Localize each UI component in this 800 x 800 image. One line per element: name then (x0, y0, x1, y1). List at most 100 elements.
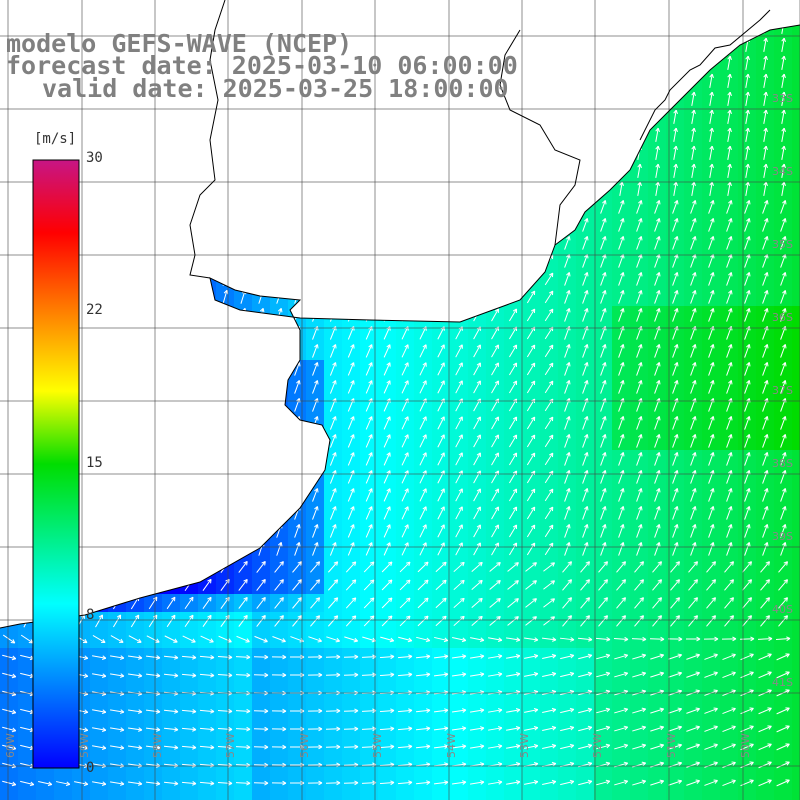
wind-cell (486, 792, 504, 800)
lon-label: 55W (371, 733, 384, 758)
wind-cell (792, 288, 800, 306)
lon-label: 60W (4, 733, 17, 758)
wind-cell (792, 90, 800, 108)
wind-cell (792, 198, 800, 216)
wind-cell (792, 720, 800, 738)
colorbar-tick-22: 22 (86, 302, 103, 318)
lon-label: 54W (445, 733, 458, 758)
wind-cell (252, 792, 270, 800)
lat-label: 40S (772, 603, 793, 616)
wind-cell (630, 792, 648, 800)
wind-cell (0, 792, 18, 800)
wind-cell (594, 792, 612, 800)
wind-cell (792, 612, 800, 630)
colorbar (32, 159, 80, 769)
wind-cell (738, 792, 756, 800)
wind-cell (702, 792, 720, 800)
wind-cell (792, 324, 800, 342)
lon-label: 52W (591, 733, 604, 758)
wind-cell (792, 270, 800, 288)
wind-cell (558, 792, 576, 800)
lon-label: 51W (665, 733, 678, 758)
wind-cell (72, 792, 90, 800)
wind-cell (180, 792, 198, 800)
wind-cell (270, 792, 288, 800)
lat-label: 36S (772, 311, 793, 324)
wind-cell (396, 792, 414, 800)
wind-cell (720, 792, 738, 800)
wind-cell (432, 792, 450, 800)
wind-cell (792, 54, 800, 72)
lon-label: 53W (518, 733, 531, 758)
colorbar-tick-8: 8 (86, 607, 95, 623)
wind-cell (18, 792, 36, 800)
wind-cell (792, 666, 800, 684)
wind-cell (792, 72, 800, 90)
wind-cell (162, 792, 180, 800)
wind-cell (468, 792, 486, 800)
wind-cell (792, 504, 800, 522)
wind-cell (522, 792, 540, 800)
wind-cell (792, 576, 800, 594)
wind-cell (792, 234, 800, 252)
title-valid-date: valid date: 2025-03-25 18:00:00 (42, 74, 509, 103)
wind-cell (792, 36, 800, 54)
colorbar-tick-0: 0 (86, 760, 95, 776)
wind-cell (792, 180, 800, 198)
lat-label: 35S (772, 238, 793, 251)
wind-cell (306, 792, 324, 800)
wind-cell (792, 738, 800, 756)
wind-cell (792, 126, 800, 144)
wind-cell (414, 792, 432, 800)
lat-label: 39S (772, 530, 793, 543)
wind-cell (792, 792, 800, 800)
lon-label: 58W (151, 733, 164, 758)
wind-cell (684, 792, 702, 800)
wind-cell (126, 792, 144, 800)
wind-cell (792, 414, 800, 432)
wind-cell (792, 756, 800, 774)
wind-cell (774, 25, 792, 36)
colorbar-gradient (32, 159, 80, 769)
colorbar-unit: [m/s] (34, 131, 77, 147)
lon-label: 59W (78, 733, 91, 758)
lat-label: 33S (772, 92, 793, 105)
wind-cell (792, 540, 800, 558)
wind-cell (234, 792, 252, 800)
wind-cell (540, 792, 558, 800)
wind-cell (774, 792, 792, 800)
wind-cell (648, 792, 666, 800)
wind-cell (612, 792, 630, 800)
lon-label: 50W (739, 733, 752, 758)
wind-cell (198, 792, 216, 800)
wind-cell (792, 432, 800, 450)
wind-cell (36, 792, 54, 800)
colorbar-tick-30: 30 (86, 150, 103, 166)
wind-cell (792, 378, 800, 396)
wind-cell (792, 468, 800, 486)
wind-cell (792, 306, 800, 324)
lon-label: 57W (224, 733, 237, 758)
wind-cell (378, 792, 396, 800)
wind-cell (792, 252, 800, 270)
wind-cell (792, 702, 800, 720)
wind-cell (792, 108, 800, 126)
wind-cell (792, 360, 800, 378)
wind-cell (792, 630, 800, 648)
wind-cell (216, 792, 234, 800)
lon-label: 56W (298, 733, 311, 758)
wind-cell (288, 792, 306, 800)
wind-cell (792, 25, 800, 36)
lat-label: 37S (772, 384, 793, 397)
wind-cell (792, 396, 800, 414)
lat-label: 34S (772, 165, 793, 178)
wind-cell (144, 792, 162, 800)
wind-cell (792, 648, 800, 666)
wind-cell (792, 522, 800, 540)
wind-cell (90, 792, 108, 800)
lat-label: 38S (772, 457, 793, 470)
wind-cell (342, 792, 360, 800)
wind-cell (108, 792, 126, 800)
wind-cell (792, 558, 800, 576)
